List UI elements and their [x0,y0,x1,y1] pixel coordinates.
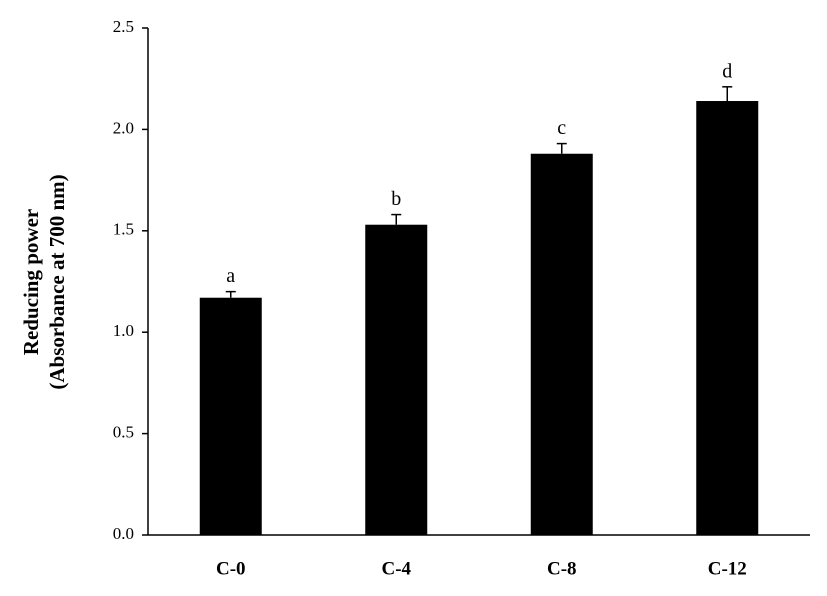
y-tick-label: 1.5 [113,220,134,239]
significance-letter: c [557,117,566,139]
x-tick-label: C-0 [216,558,246,579]
significance-letter: a [226,265,235,287]
y-label-line: (Absorbance at 700 nm) [45,174,69,389]
y-label: Reducing power (Absorbance at 700 nm) [19,174,69,389]
x-tick-label: C-4 [381,558,411,579]
y-tick-label: 0.5 [113,423,134,442]
bar [530,153,593,535]
bar [696,101,759,536]
y-tick-label: 2.0 [113,118,134,137]
bar [365,224,428,535]
y-tick-label: 2.5 [113,17,134,36]
x-tick-label: C-8 [547,558,577,579]
y-tick-label: 1.0 [113,321,134,340]
bar [199,297,262,535]
y-label-line: Reducing power [19,209,43,355]
y-tick-label: 0.0 [113,524,134,543]
x-tick-label: C-12 [708,558,747,579]
significance-letter: b [391,188,401,210]
significance-letter: d [722,60,732,82]
